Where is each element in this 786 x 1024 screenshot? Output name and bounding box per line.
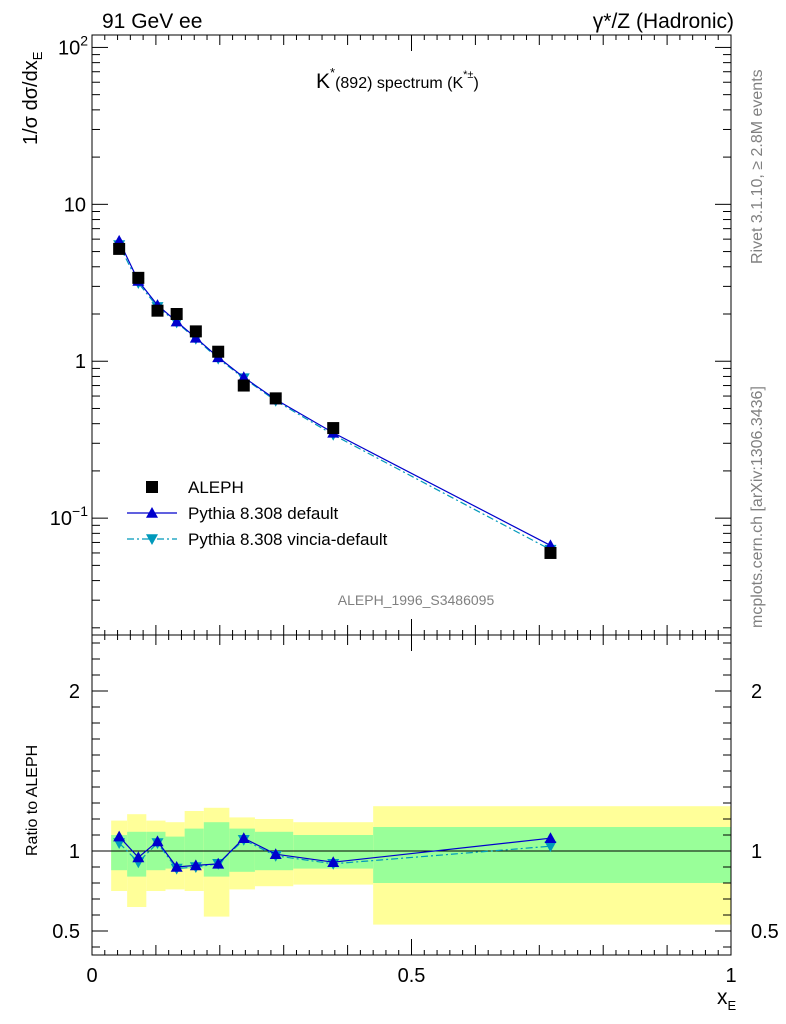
marker-triangle-up xyxy=(146,507,158,518)
ratio-series-layer xyxy=(113,830,557,875)
marker-triangle-down xyxy=(146,534,158,545)
inner-error-band xyxy=(127,831,147,877)
header-right: γ*/Z (Hadronic) xyxy=(593,10,734,33)
marker-triangle-up xyxy=(113,830,126,842)
ratio-line xyxy=(118,839,551,870)
marker-triangle-up xyxy=(132,851,145,863)
legend-label: Pythia 8.308 vincia-default xyxy=(188,530,388,549)
x-axis-label: xE xyxy=(717,986,737,1013)
ratio-series-pythia-8-308-default xyxy=(113,830,557,872)
marker-triangle-up xyxy=(212,857,225,869)
legend-label: Pythia 8.308 default xyxy=(188,504,339,523)
main-series-layer xyxy=(113,234,557,559)
ratio-y-tick-label-left: 1 xyxy=(69,841,80,863)
header-left: 91 GeV ee xyxy=(102,10,202,33)
marker-square xyxy=(146,481,158,493)
tick-exponent: −1 xyxy=(72,503,88,519)
ratio-axis-ticks: 0 0.5 1 0.5 0.5 1 1 2 2 xyxy=(52,635,779,987)
marker-square xyxy=(269,392,282,405)
x-tick-label: 0.5 xyxy=(398,965,426,987)
marker-square xyxy=(212,345,225,358)
marker-triangle-up xyxy=(269,848,282,859)
chart-title: K*(892) spectrum (K*±) xyxy=(316,65,479,93)
ratio-y-tick-label-right: 0.5 xyxy=(751,921,779,943)
series-aleph xyxy=(113,242,557,559)
marker-triangle-down xyxy=(544,841,557,853)
marker-square xyxy=(151,304,164,317)
legend-label: ALEPH xyxy=(188,478,244,497)
tick-base: 10 xyxy=(58,37,80,59)
tick-exponent: 2 xyxy=(80,32,88,48)
series-line xyxy=(118,240,551,546)
rivet-label: Rivet 3.1.10, ≥ 2.8M events xyxy=(749,69,766,264)
y-tick-label: 102 xyxy=(58,32,88,59)
marker-triangle-up xyxy=(327,856,340,867)
mcplots-label: mcplots.cern.ch [arXiv:1306.3436] xyxy=(749,386,766,628)
marker-square xyxy=(544,546,557,559)
marker-square xyxy=(327,422,340,435)
marker-triangle-up xyxy=(237,371,250,383)
series-pythia-8-308-default xyxy=(113,234,557,551)
ratio-y-axis-label: Ratio to ALEPH xyxy=(24,745,41,856)
ratio-y-tick-label-right: 2 xyxy=(751,681,762,703)
marker-triangle-up xyxy=(189,859,202,871)
marker-triangle-up xyxy=(170,861,183,872)
marker-square xyxy=(132,271,145,284)
legend-entry: Pythia 8.308 vincia-default xyxy=(127,530,388,549)
legend-entry: ALEPH xyxy=(146,478,244,497)
series-line xyxy=(118,244,551,551)
ratio-line xyxy=(118,836,551,868)
ratio-y-tick-label-left: 0.5 xyxy=(52,921,80,943)
x-tick-label: 1 xyxy=(725,965,736,987)
inner-error-band xyxy=(184,828,204,869)
marker-triangle-up xyxy=(544,832,557,843)
inner-error-band xyxy=(111,835,128,871)
ratio-error-bands xyxy=(111,806,731,925)
marker-square xyxy=(113,242,126,255)
ratio-y-tick-label-left: 2 xyxy=(69,681,80,703)
marker-triangle-up xyxy=(151,835,164,847)
marker-square xyxy=(237,379,250,392)
ratio-panel: 0 0.5 1 0.5 0.5 1 1 2 2 Ratio to ALEPH xE xyxy=(24,634,779,1013)
legend: ALEPH Pythia 8.308 default Pythia 8.308 vi… xyxy=(127,478,388,549)
analysis-watermark: ALEPH_1996_S3486095 xyxy=(338,592,495,608)
marker-square xyxy=(189,325,202,338)
y-tick-label: 10−1 xyxy=(50,503,88,530)
y-axis-label: 1/σ dσ/dxE xyxy=(20,51,45,145)
legend-entry: Pythia 8.308 default xyxy=(127,504,339,523)
marker-square xyxy=(170,308,183,321)
y-tick-label: 10 xyxy=(64,194,86,216)
marker-triangle-up xyxy=(170,315,183,327)
y-tick-label: 1 xyxy=(75,351,86,373)
marker-triangle-up xyxy=(237,832,250,843)
x-tick-label: 0 xyxy=(86,965,97,987)
tick-base: 10 xyxy=(50,508,72,530)
ratio-y-tick-label-right: 1 xyxy=(751,841,762,863)
